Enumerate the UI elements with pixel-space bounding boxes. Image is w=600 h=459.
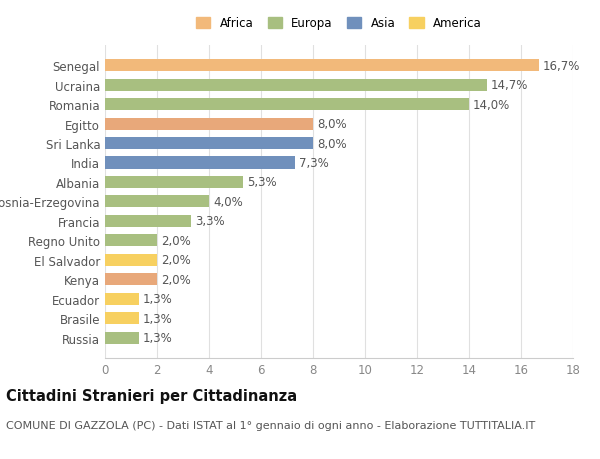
Text: 2,0%: 2,0% <box>161 234 191 247</box>
Bar <box>105 196 209 208</box>
Legend: Africa, Europa, Asia, America: Africa, Europa, Asia, America <box>193 14 485 34</box>
Text: 8,0%: 8,0% <box>317 118 347 131</box>
Text: 1,3%: 1,3% <box>143 331 172 344</box>
Text: COMUNE DI GAZZOLA (PC) - Dati ISTAT al 1° gennaio di ogni anno - Elaborazione TU: COMUNE DI GAZZOLA (PC) - Dati ISTAT al 1… <box>6 420 535 430</box>
Bar <box>105 79 487 91</box>
Text: 7,3%: 7,3% <box>299 157 328 170</box>
Text: 8,0%: 8,0% <box>317 137 347 150</box>
Text: 1,3%: 1,3% <box>143 312 172 325</box>
Text: 14,7%: 14,7% <box>491 79 529 92</box>
Bar <box>105 60 539 72</box>
Text: Cittadini Stranieri per Cittadinanza: Cittadini Stranieri per Cittadinanza <box>6 388 297 403</box>
Bar <box>105 293 139 305</box>
Text: 1,3%: 1,3% <box>143 292 172 306</box>
Text: 2,0%: 2,0% <box>161 273 191 286</box>
Bar <box>105 235 157 247</box>
Bar <box>105 177 243 189</box>
Bar <box>105 99 469 111</box>
Text: 5,3%: 5,3% <box>247 176 277 189</box>
Bar <box>105 274 157 285</box>
Bar <box>105 138 313 150</box>
Bar <box>105 215 191 227</box>
Text: 3,3%: 3,3% <box>194 215 224 228</box>
Bar <box>105 118 313 130</box>
Text: 14,0%: 14,0% <box>473 98 510 112</box>
Bar <box>105 313 139 325</box>
Bar <box>105 332 139 344</box>
Text: 4,0%: 4,0% <box>213 196 242 208</box>
Bar <box>105 157 295 169</box>
Text: 2,0%: 2,0% <box>161 254 191 267</box>
Bar <box>105 254 157 266</box>
Text: 16,7%: 16,7% <box>543 60 580 73</box>
